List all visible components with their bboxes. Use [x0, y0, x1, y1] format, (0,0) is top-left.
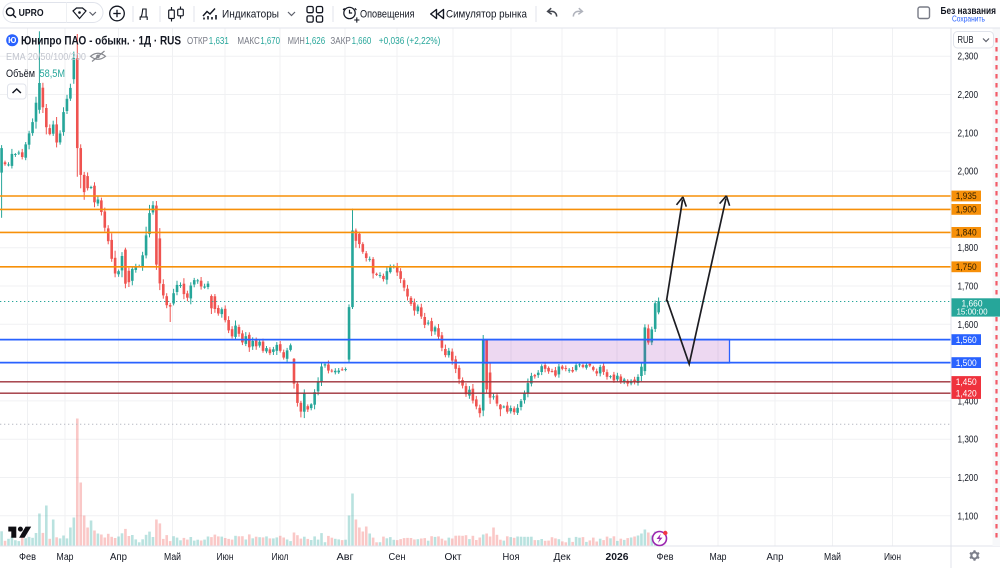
svg-text:Юнипро ПАО - обыкн. · 1Д · RUS: Юнипро ПАО - обыкн. · 1Д · RUS — [21, 33, 181, 47]
svg-text:Индикаторы: Индикаторы — [222, 9, 279, 21]
svg-text:+0,036 (+2,22%): +0,036 (+2,22%) — [379, 36, 441, 47]
svg-text:2,100: 2,100 — [958, 128, 979, 139]
svg-text:Сен: Сен — [389, 552, 406, 563]
svg-text:1,600: 1,600 — [958, 320, 979, 331]
svg-text:Фев: Фев — [19, 552, 36, 563]
svg-text:EMA 20/50/100/200: EMA 20/50/100/200 — [6, 51, 86, 63]
svg-text:58,5M: 58,5M — [40, 68, 66, 80]
svg-text:1,400: 1,400 — [958, 396, 979, 407]
svg-text:Июн: Июн — [884, 552, 901, 563]
svg-text:1,200: 1,200 — [958, 473, 979, 484]
svg-text:ЗАКР: ЗАКР — [330, 36, 351, 47]
svg-text:МИН: МИН — [288, 36, 305, 47]
svg-text:Ю: Ю — [8, 36, 16, 45]
svg-text:Д: Д — [140, 7, 149, 21]
svg-text:Апр: Апр — [110, 552, 127, 563]
svg-text:Авг: Авг — [337, 552, 354, 563]
svg-text:UPRO: UPRO — [19, 8, 44, 19]
svg-text:1,500: 1,500 — [956, 358, 977, 368]
svg-text:2,000: 2,000 — [958, 167, 979, 178]
svg-text:Июл: Июл — [272, 552, 289, 563]
svg-text:Оповещения: Оповещения — [360, 9, 415, 21]
svg-text:Апр: Апр — [767, 552, 784, 563]
svg-text:1,700: 1,700 — [958, 282, 979, 293]
svg-text:Сохранить: Сохранить — [952, 13, 985, 23]
svg-text:1,660: 1,660 — [962, 298, 983, 308]
svg-text:1,300: 1,300 — [958, 435, 979, 446]
svg-text:МАКС: МАКС — [237, 36, 259, 47]
svg-text:1,840: 1,840 — [956, 228, 977, 238]
svg-text:1,450: 1,450 — [956, 377, 977, 387]
svg-text:1,935: 1,935 — [956, 191, 977, 201]
svg-text:1,626: 1,626 — [305, 36, 325, 47]
svg-text:1,800: 1,800 — [958, 243, 979, 254]
svg-text:RUB: RUB — [958, 35, 974, 46]
svg-text:1,631: 1,631 — [209, 36, 229, 47]
svg-text:Дек: Дек — [554, 552, 572, 563]
svg-text:1,100: 1,100 — [958, 511, 979, 522]
svg-text:15:00:00: 15:00:00 — [957, 307, 988, 317]
svg-text:1,560: 1,560 — [956, 335, 977, 345]
svg-text:Мар: Мар — [57, 552, 74, 563]
svg-text:Окт: Окт — [445, 552, 462, 563]
svg-text:2,300: 2,300 — [958, 52, 979, 63]
svg-text:Мар: Мар — [710, 552, 727, 563]
svg-text:1,420: 1,420 — [956, 388, 977, 398]
svg-text:2026: 2026 — [606, 552, 629, 563]
svg-text:Май: Май — [824, 552, 841, 563]
svg-text:ОТКР: ОТКР — [187, 36, 208, 47]
svg-text:Июн: Июн — [217, 552, 234, 563]
svg-text:Фев: Фев — [657, 552, 674, 563]
svg-text:1,900: 1,900 — [956, 205, 977, 215]
svg-text:Май: Май — [164, 552, 181, 563]
svg-text:Ноя: Ноя — [503, 552, 520, 563]
svg-text:Симулятор рынка: Симулятор рынка — [446, 9, 528, 21]
svg-text:1,750: 1,750 — [956, 262, 977, 272]
svg-text:Объём: Объём — [6, 68, 35, 80]
svg-text:1,670: 1,670 — [260, 36, 280, 47]
svg-text:1,660: 1,660 — [352, 36, 372, 47]
svg-text:2,200: 2,200 — [958, 90, 979, 101]
svg-text:Без названия: Без названия — [941, 5, 997, 17]
